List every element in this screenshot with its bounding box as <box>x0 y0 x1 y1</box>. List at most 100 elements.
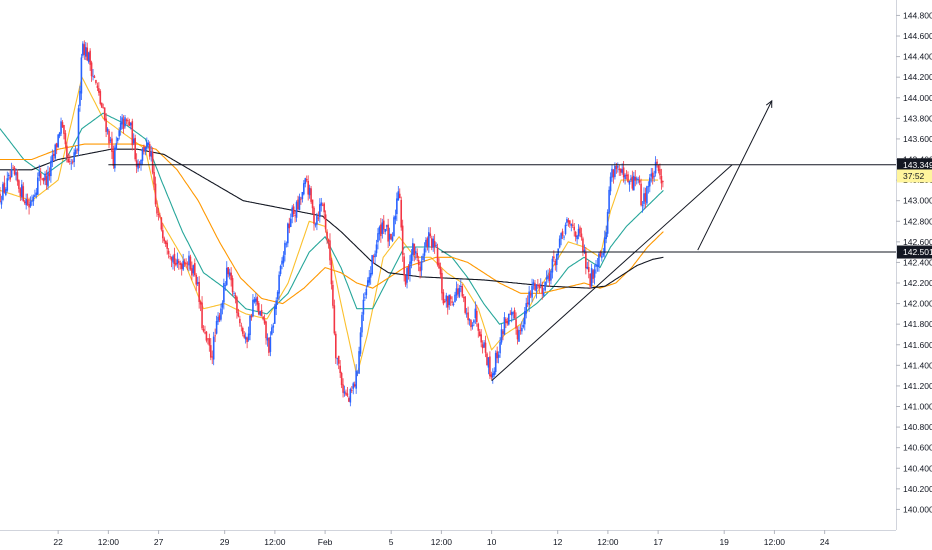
price-axis[interactable]: 144.800 144.600 144.400 144.200 144.000 143.8… <box>896 10 932 514</box>
candle-body <box>345 392 347 395</box>
candle-body <box>590 268 593 287</box>
candle-body <box>320 202 323 206</box>
candle-body <box>364 297 366 299</box>
candle-body <box>144 146 147 152</box>
candle-body <box>255 298 257 302</box>
candle-body <box>47 172 49 187</box>
trendline[interactable] <box>491 164 733 382</box>
candle-body <box>22 186 25 202</box>
candle-body <box>641 204 644 206</box>
candle-body <box>83 44 86 55</box>
candle-body <box>340 372 343 386</box>
candle-body <box>41 178 43 180</box>
candle-body <box>319 204 321 218</box>
y-tick-label: 141.200 <box>903 381 932 391</box>
candle-body <box>618 168 621 171</box>
candle-body <box>355 370 357 389</box>
candle-body <box>259 311 262 316</box>
candle-body <box>339 365 341 374</box>
candle-body <box>103 107 106 120</box>
candle-body <box>209 345 212 358</box>
candle-body <box>298 196 301 210</box>
candle-body <box>169 256 171 257</box>
candle-body <box>388 233 391 240</box>
candle-body <box>237 312 240 317</box>
candle-body <box>124 117 126 127</box>
candle-body <box>638 180 641 183</box>
candle-body <box>10 169 13 178</box>
candle-body <box>313 207 315 224</box>
candle-body <box>346 393 349 396</box>
candle-body <box>167 250 170 254</box>
x-tick-label: 10 <box>487 537 497 547</box>
candle-body <box>518 330 520 342</box>
candle-body <box>316 215 318 225</box>
plot-area[interactable] <box>0 0 896 530</box>
candle-body <box>387 224 389 242</box>
candle-body <box>571 224 574 226</box>
candle-body <box>612 169 615 178</box>
candle-body <box>21 184 23 197</box>
candle-body <box>0 193 1 203</box>
candle-body <box>221 302 224 308</box>
candle-body <box>276 292 279 299</box>
candle-body <box>231 278 234 293</box>
y-tick-label: 142.200 <box>903 278 932 288</box>
candle-body <box>368 276 371 283</box>
candle-body <box>102 107 105 109</box>
candle-body <box>391 236 394 241</box>
candle-body <box>561 231 564 236</box>
candle-body <box>538 284 541 288</box>
candle-body <box>68 161 71 162</box>
candle-body <box>555 253 558 265</box>
candle-body <box>106 128 109 132</box>
candle-body <box>329 240 331 261</box>
drawings[interactable] <box>108 99 896 382</box>
candle-body <box>100 102 103 108</box>
candle-body <box>483 342 485 348</box>
candle-body <box>193 263 196 276</box>
candle-body <box>119 122 122 131</box>
candle-body <box>467 312 469 321</box>
candle-body <box>593 269 596 278</box>
candle-body <box>73 152 75 163</box>
candle-body <box>544 281 546 291</box>
candle-body <box>471 325 474 327</box>
candle-body <box>26 200 29 205</box>
candle-body <box>563 236 565 238</box>
candle-body <box>635 178 638 180</box>
candle-body <box>262 316 264 320</box>
candle-body <box>515 319 517 329</box>
candle-body <box>617 166 619 168</box>
candle-body <box>157 214 160 216</box>
candle-body <box>490 374 493 378</box>
candle-body <box>570 224 573 226</box>
candle-body <box>580 233 583 238</box>
candle-body <box>352 383 355 389</box>
candle-body <box>525 303 528 314</box>
candle-body <box>64 133 67 145</box>
candle-body <box>489 356 491 377</box>
candle-body <box>87 52 90 62</box>
y-tick-label: 140.400 <box>903 463 932 473</box>
candle-body <box>183 261 186 265</box>
candle-body <box>218 315 221 321</box>
candle-body <box>108 130 110 144</box>
candle-body <box>201 302 203 329</box>
candle-body <box>400 199 403 228</box>
candle-body <box>497 354 500 358</box>
candle-body <box>381 222 384 234</box>
candle-body <box>422 255 424 261</box>
candle-body <box>291 207 293 218</box>
candle-body <box>34 194 36 197</box>
candle-body <box>256 297 259 305</box>
y-tick-label: 142.800 <box>903 216 932 226</box>
candle-body <box>624 174 626 180</box>
candle-body <box>513 310 516 319</box>
candle-body <box>371 255 373 275</box>
candle-body <box>127 120 129 122</box>
time-axis[interactable]: 22 12:00 27 29 12:00 Feb 5 12:00 10 12 12:00 17 19 12… <box>53 530 830 547</box>
candle-body <box>233 293 235 294</box>
projection-arrow[interactable] <box>697 100 773 251</box>
